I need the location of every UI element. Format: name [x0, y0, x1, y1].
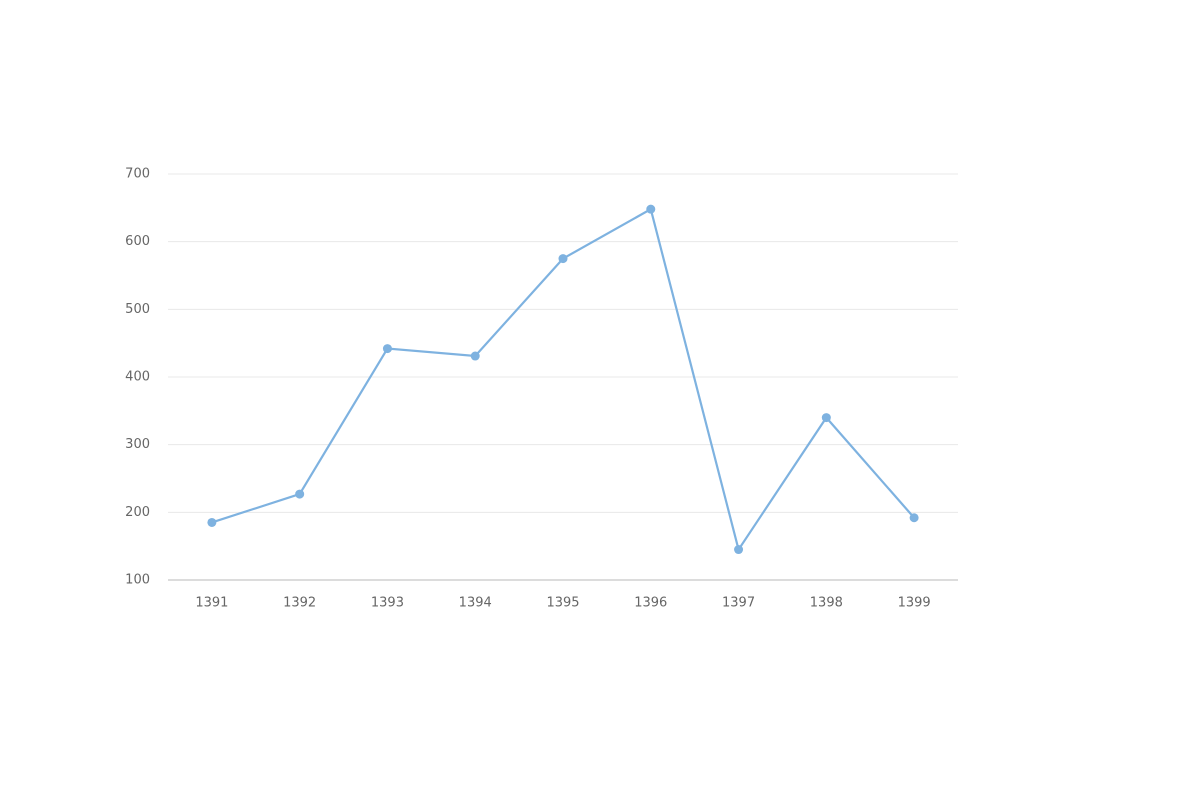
y-tick-label: 600: [125, 234, 150, 249]
x-tick-label: 1393: [371, 596, 404, 611]
data-point: [821, 413, 831, 423]
y-tick-label: 300: [125, 437, 150, 452]
x-tick-label: 1397: [722, 596, 755, 611]
x-tick-label: 1399: [898, 596, 931, 611]
y-tick-label: 500: [125, 302, 150, 317]
data-point: [295, 489, 305, 499]
data-point: [207, 517, 217, 527]
x-tick-label: 1398: [810, 596, 843, 611]
data-point: [470, 351, 480, 361]
y-tick-label: 200: [125, 505, 150, 520]
y-tick-label: 400: [125, 370, 150, 385]
y-tick-label: 700: [125, 167, 150, 182]
x-tick-label: 1396: [634, 596, 667, 611]
data-point: [558, 254, 568, 264]
y-tick-label: 100: [125, 573, 150, 588]
data-point: [646, 204, 656, 214]
x-tick-label: 1395: [546, 596, 579, 611]
data-point: [382, 344, 392, 354]
data-point: [734, 545, 744, 555]
data-point: [909, 513, 919, 523]
x-tick-label: 1391: [195, 596, 228, 611]
x-tick-label: 1392: [283, 596, 316, 611]
x-tick-label: 1394: [459, 596, 492, 611]
